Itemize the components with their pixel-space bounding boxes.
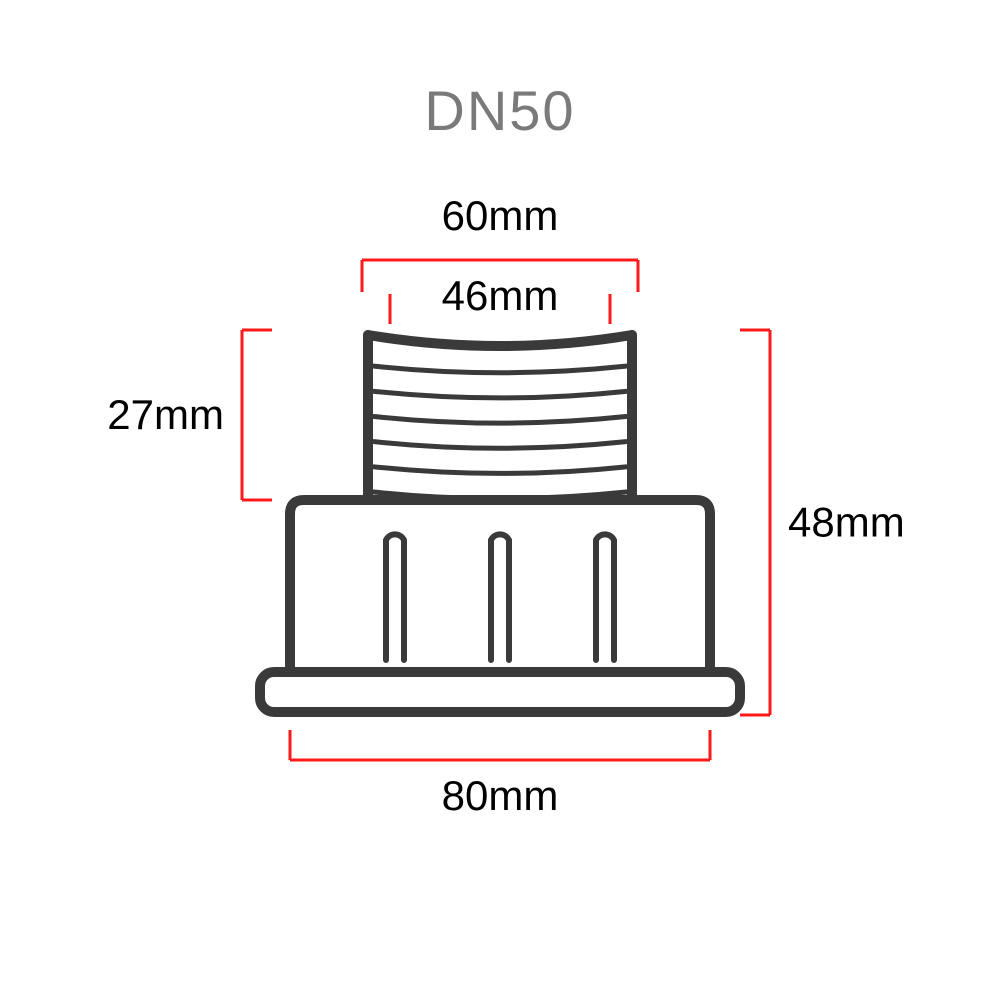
dim-top-outer-label: 60mm — [442, 192, 559, 239]
dim-left-label: 27mm — [107, 391, 224, 438]
technical-drawing: DN50 60mm 46mm 27mm 48mm 80mm — [0, 0, 1001, 1001]
dim-top-inner-label: 46mm — [442, 272, 559, 319]
dim-bottom-label: 80mm — [442, 772, 559, 819]
dim-right-label: 48mm — [788, 499, 905, 546]
title: DN50 — [424, 79, 575, 142]
